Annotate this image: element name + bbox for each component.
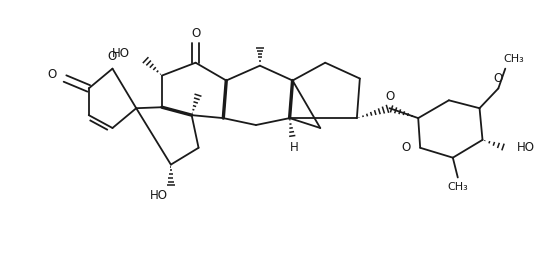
Text: HO: HO bbox=[112, 47, 130, 60]
Text: HO: HO bbox=[517, 141, 535, 154]
Text: O: O bbox=[47, 68, 57, 81]
Text: H: H bbox=[290, 141, 299, 154]
Text: O: O bbox=[191, 27, 200, 39]
Text: O: O bbox=[385, 90, 394, 103]
Text: O: O bbox=[108, 50, 117, 63]
Text: O: O bbox=[402, 141, 411, 154]
Text: CH₃: CH₃ bbox=[448, 182, 468, 192]
Text: O: O bbox=[494, 72, 503, 85]
Text: HO: HO bbox=[150, 189, 168, 202]
Text: CH₃: CH₃ bbox=[504, 54, 525, 64]
